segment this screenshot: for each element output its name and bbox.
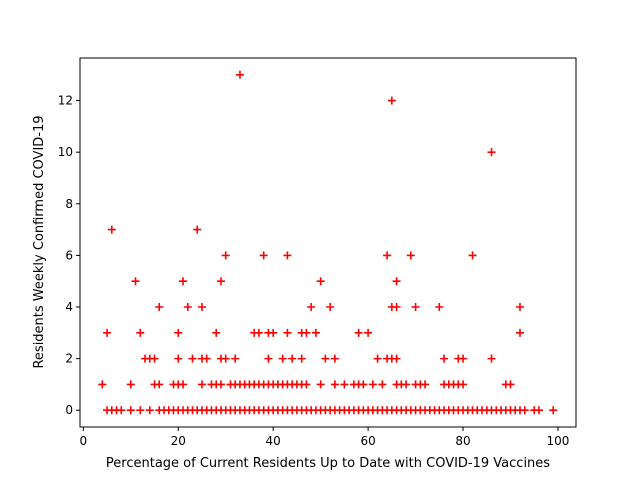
data-point	[302, 380, 311, 389]
data-point	[103, 328, 112, 337]
data-point	[117, 406, 126, 415]
data-point	[440, 354, 449, 363]
data-point	[378, 380, 387, 389]
data-point	[174, 328, 183, 337]
y-tick-label: 0	[65, 403, 73, 417]
x-tick-label: 20	[171, 434, 186, 448]
data-point	[330, 380, 339, 389]
data-point	[487, 354, 496, 363]
y-tick-label: 12	[58, 94, 73, 108]
data-point	[174, 354, 183, 363]
data-point	[231, 354, 240, 363]
data-point	[259, 251, 268, 260]
data-point	[435, 303, 444, 312]
data-point	[487, 148, 496, 157]
data-point	[402, 380, 411, 389]
data-point	[193, 225, 202, 234]
data-point	[131, 277, 140, 286]
data-point	[216, 277, 225, 286]
plot-frame	[79, 57, 577, 428]
data-point	[98, 380, 107, 389]
x-tick-label: 80	[455, 434, 470, 448]
data-point	[515, 328, 524, 337]
data-point	[212, 328, 221, 337]
data-point	[406, 251, 415, 260]
data-point	[235, 70, 244, 79]
data-point	[515, 303, 524, 312]
data-point	[221, 251, 230, 260]
data-point	[459, 380, 468, 389]
data-point	[297, 354, 306, 363]
data-point	[188, 354, 197, 363]
data-point	[354, 328, 363, 337]
data-point	[468, 251, 477, 260]
data-point	[459, 354, 468, 363]
data-point	[326, 303, 335, 312]
y-axis-ticks: 0 2 4 6 8 10 12	[58, 94, 80, 417]
data-point	[383, 251, 392, 260]
data-point	[197, 380, 206, 389]
x-axis-label: Percentage of Current Residents Up to Da…	[106, 456, 550, 471]
data-point	[269, 328, 278, 337]
x-tick-label: 0	[80, 434, 88, 448]
x-tick-label: 60	[360, 434, 375, 448]
y-tick-label: 8	[65, 197, 73, 211]
y-tick-label: 2	[65, 352, 73, 366]
data-point	[392, 354, 401, 363]
data-point	[392, 303, 401, 312]
data-point	[155, 380, 164, 389]
data-point	[316, 277, 325, 286]
data-point	[316, 380, 325, 389]
data-point	[359, 380, 368, 389]
data-point	[178, 277, 187, 286]
scatter-points	[98, 70, 558, 415]
data-point	[288, 354, 297, 363]
data-point	[283, 328, 292, 337]
data-point	[254, 328, 263, 337]
data-point	[107, 225, 116, 234]
x-axis-ticks: 0 20 40 60 80 100	[80, 427, 570, 448]
y-tick-label: 10	[58, 145, 73, 159]
y-tick-label: 4	[65, 300, 73, 314]
data-point	[373, 354, 382, 363]
data-point	[145, 406, 154, 415]
data-point	[392, 277, 401, 286]
data-point	[421, 380, 430, 389]
data-point	[150, 354, 159, 363]
data-point	[330, 354, 339, 363]
data-point	[126, 380, 135, 389]
data-point	[520, 406, 529, 415]
data-point	[221, 354, 230, 363]
data-point	[216, 380, 225, 389]
data-point	[307, 303, 316, 312]
data-point	[202, 354, 211, 363]
y-axis-label: Residents Weekly Confirmed COVID-19	[32, 115, 47, 368]
data-point	[340, 380, 349, 389]
x-tick-label: 40	[266, 434, 281, 448]
data-point	[136, 328, 145, 337]
data-point	[126, 406, 135, 415]
data-point	[368, 380, 377, 389]
data-point	[283, 251, 292, 260]
data-point	[155, 303, 164, 312]
data-point	[278, 354, 287, 363]
y-tick-label: 6	[65, 248, 73, 262]
data-point	[387, 96, 396, 105]
data-point	[411, 303, 420, 312]
data-point	[264, 354, 273, 363]
data-point	[311, 328, 320, 337]
x-tick-label: 100	[547, 434, 570, 448]
data-point	[549, 406, 558, 415]
data-point	[183, 303, 192, 312]
data-point	[534, 406, 543, 415]
data-point	[506, 380, 515, 389]
data-point	[364, 328, 373, 337]
data-point	[136, 406, 145, 415]
data-point	[321, 354, 330, 363]
data-point	[302, 328, 311, 337]
data-point	[197, 303, 206, 312]
data-point	[178, 380, 187, 389]
